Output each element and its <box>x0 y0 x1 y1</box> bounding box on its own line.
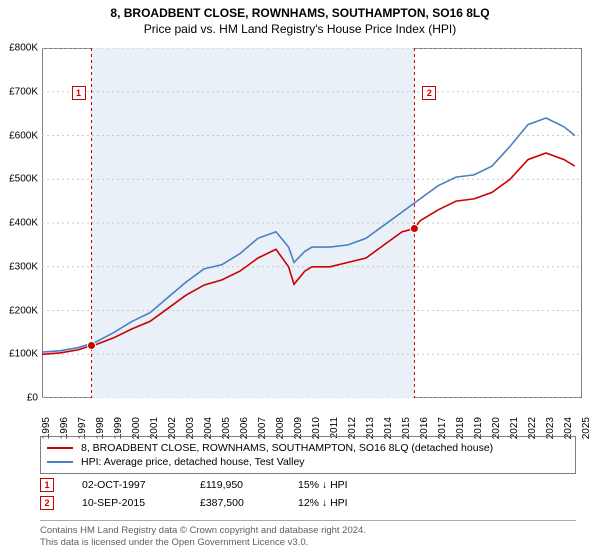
legend-box: 8, BROADBENT CLOSE, ROWNHAMS, SOUTHAMPTO… <box>40 436 576 474</box>
sale-pct-1: 15% ↓ HPI <box>298 479 358 491</box>
y-tick-label: £0 <box>2 393 38 404</box>
legend-label-property: 8, BROADBENT CLOSE, ROWNHAMS, SOUTHAMPTO… <box>81 442 493 454</box>
sale-price-1: £119,950 <box>200 479 270 491</box>
y-tick-label: £300K <box>2 261 38 272</box>
sale-marker-1: 1 <box>40 478 54 492</box>
sale-price-2: £387,500 <box>200 497 270 509</box>
footnote: Contains HM Land Registry data © Crown c… <box>40 520 576 550</box>
sale-date-1: 02-OCT-1997 <box>82 479 172 491</box>
y-tick-label: £400K <box>2 218 38 229</box>
chart-area: £0£100K£200K£300K£400K£500K£600K£700K£80… <box>42 48 582 398</box>
sale-pct-2: 12% ↓ HPI <box>298 497 358 509</box>
legend-swatch-hpi <box>47 461 73 463</box>
sale-row-2: 2 10-SEP-2015 £387,500 12% ↓ HPI <box>40 494 358 512</box>
y-tick-label: £100K <box>2 349 38 360</box>
y-tick-label: £200K <box>2 305 38 316</box>
chart-marker-2: 2 <box>422 86 436 100</box>
legend-row-hpi: HPI: Average price, detached house, Test… <box>47 455 569 469</box>
x-tick-label: 2025 <box>581 417 592 439</box>
title-line-1: 8, BROADBENT CLOSE, ROWNHAMS, SOUTHAMPTO… <box>10 6 590 20</box>
sale-row-1: 1 02-OCT-1997 £119,950 15% ↓ HPI <box>40 476 358 494</box>
y-tick-label: £700K <box>2 86 38 97</box>
legend-label-hpi: HPI: Average price, detached house, Test… <box>81 456 305 468</box>
footnote-line-1: Contains HM Land Registry data © Crown c… <box>40 525 576 537</box>
footnote-line-2: This data is licensed under the Open Gov… <box>40 537 576 549</box>
legend-swatch-property <box>47 447 73 449</box>
legend-row-property: 8, BROADBENT CLOSE, ROWNHAMS, SOUTHAMPTO… <box>47 441 569 455</box>
chart-marker-1: 1 <box>72 86 86 100</box>
chart-svg <box>42 48 582 398</box>
y-tick-label: £600K <box>2 130 38 141</box>
chart-title-block: 8, BROADBENT CLOSE, ROWNHAMS, SOUTHAMPTO… <box>0 0 600 38</box>
sales-table: 1 02-OCT-1997 £119,950 15% ↓ HPI 2 10-SE… <box>40 476 358 512</box>
y-tick-label: £500K <box>2 174 38 185</box>
y-tick-label: £800K <box>2 43 38 54</box>
sale-marker-2: 2 <box>40 496 54 510</box>
sale-date-2: 10-SEP-2015 <box>82 497 172 509</box>
title-line-2: Price paid vs. HM Land Registry's House … <box>10 22 590 36</box>
